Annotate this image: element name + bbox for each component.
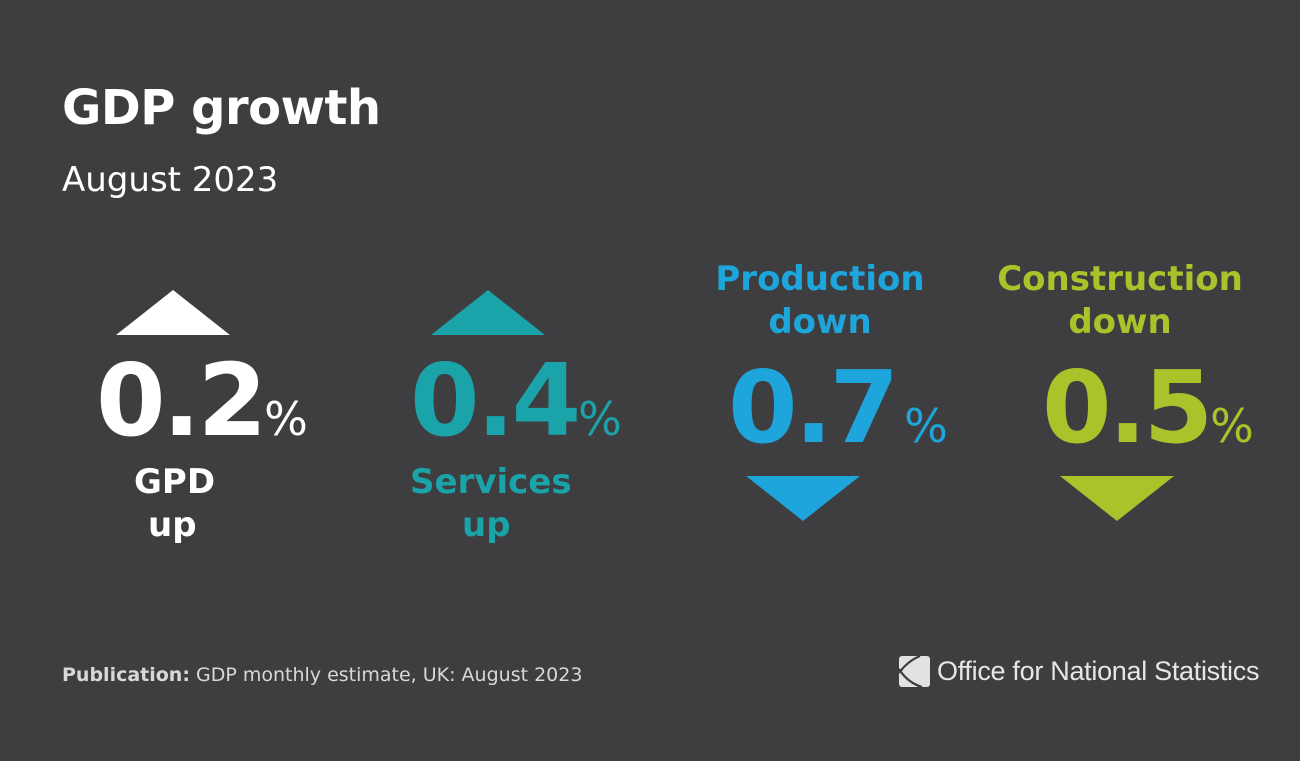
ons-wordmark: Office for National Statistics [937,656,1259,687]
stat-value: 0.4% [410,351,630,451]
stat-label: GPD up [96,461,306,547]
page-title: GDP growth [62,80,381,136]
value-unit: % [264,392,308,446]
label-line1: Services [410,462,572,502]
ons-wordmark-part2: National Statistics [1050,656,1260,686]
stat-label: Services up [410,461,630,547]
stat-services: 0.4% Services up [410,290,630,547]
value-number: 0.2 [96,342,267,459]
value-unit: % [578,392,622,446]
stat-value: 0.5% [990,358,1254,458]
ons-brand: Office for National Statistics [898,655,1259,688]
ons-wordmark-part1: Office for [937,656,1051,686]
stat-production: Production down 0.7% [700,258,948,521]
arrow-up-icon [116,290,230,335]
label-line1: GPD [134,462,216,502]
stat-value: 0.2% [96,351,308,451]
value-unit: % [904,399,948,453]
label-line2: up [462,505,511,545]
arrow-down-icon [1060,476,1174,521]
arrow-down-icon [746,476,860,521]
value-number: 0.5 [1042,349,1213,466]
stat-label: Production down [700,258,940,344]
arrow-up-icon [431,290,545,335]
value-number: 0.7 [728,349,899,466]
publication-label: Publication: [62,664,190,686]
label-line2: up [148,505,197,545]
ons-logo-icon [898,655,930,688]
publication-text: GDP monthly estimate, UK: August 2023 [195,664,583,686]
label-line2: down [1068,302,1172,342]
stat-construction: Construction down 0.5% [990,258,1254,521]
publication-note: Publication: GDP monthly estimate, UK: A… [62,664,582,686]
label-line1: Production [715,259,925,299]
page-subtitle: August 2023 [62,160,279,200]
stat-value: 0.7% [700,358,948,458]
stat-gdp: 0.2% GPD up [96,290,308,547]
label-line2: down [768,302,872,342]
value-number: 0.4 [410,342,581,459]
stat-label: Construction down [990,258,1250,344]
label-line1: Construction [997,259,1243,299]
value-unit: % [1210,399,1254,453]
